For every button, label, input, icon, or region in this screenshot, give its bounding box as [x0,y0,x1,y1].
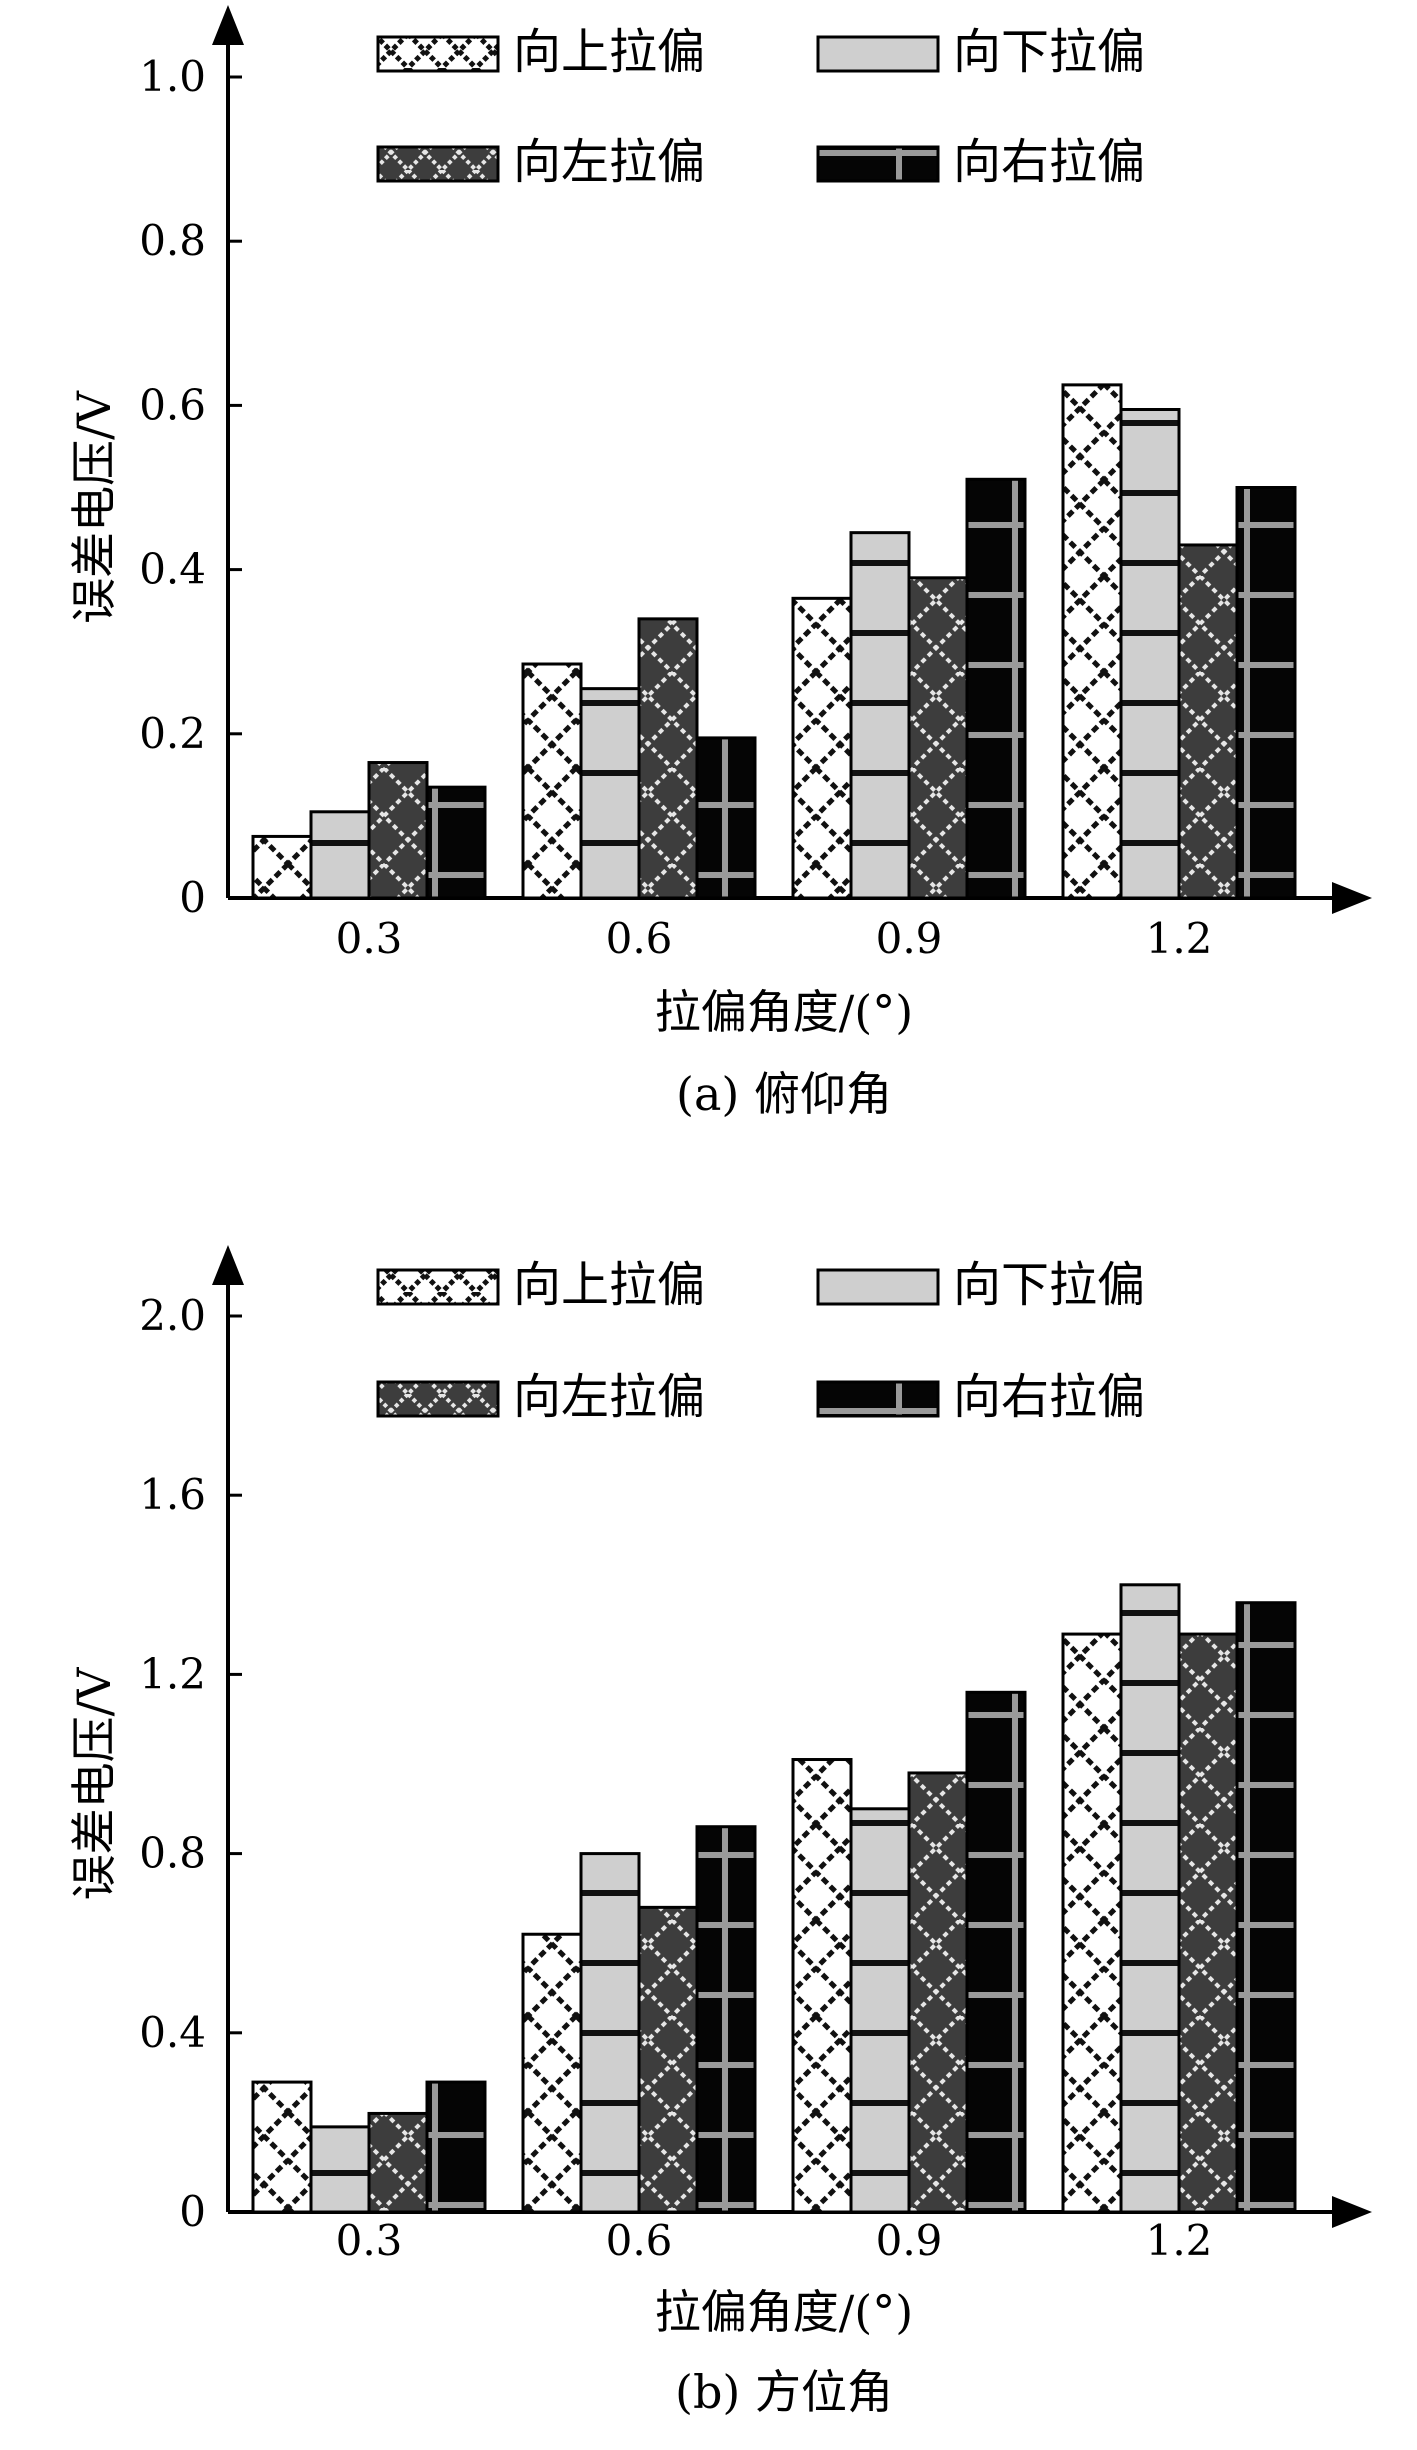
y-axis-arrow [212,1245,244,1285]
legend-swatch-0 [376,1268,500,1306]
bar-3-2 [965,477,1027,900]
bar-1-1 [579,1852,641,2214]
x-tick-label: 1.2 [1146,2216,1213,2265]
bar-0-2 [791,1758,853,2214]
x-axis-arrow [1332,882,1372,914]
bar-2-1 [637,617,699,900]
x-axis-label: 拉偏角度/(°) [655,2285,913,2339]
y-tick-label: 0.8 [139,216,206,265]
y-tick-label: 1.0 [139,52,206,101]
legend-label-2: 向左拉偏 [513,1369,705,1425]
x-tick-label: 1.2 [1146,914,1213,963]
bar-2-0 [367,2111,429,2214]
bar-1-0 [309,810,371,900]
y-tick-label: 1.2 [139,1649,206,1698]
bar-2-3 [1177,1632,1239,2214]
y-tick-label: 2.0 [139,1291,206,1340]
bar-3-2 [965,1690,1027,2214]
y-axis-arrow [212,5,244,45]
legend-label-1: 向下拉偏 [953,1257,1145,1313]
caption: (b) 方位角 [675,2365,893,2419]
y-tick-label: 0.2 [139,709,206,758]
bar-1-2 [849,1807,911,2214]
x-tick-label: 0.6 [606,2216,673,2265]
bar-3-3 [1235,1601,1297,2214]
bar-2-2 [907,576,969,900]
bar-2-0 [367,761,429,900]
bar-3-1 [695,1825,757,2214]
y-tick-label: 0.8 [139,1829,206,1878]
bar-1-3 [1119,1583,1181,2214]
y-tick-label: 0 [179,873,206,922]
legend-label-3: 向右拉偏 [953,1369,1145,1425]
bar-0-2 [791,596,853,900]
legend-swatch-0 [376,35,500,73]
bar-2-3 [1177,543,1239,900]
y-axis-label: 误差电压/V [67,1667,121,1900]
x-tick-label: 0.6 [606,914,673,963]
bar-0-0 [251,834,313,900]
legend-label-2: 向左拉偏 [513,134,705,190]
legend-label-0: 向上拉偏 [513,24,705,80]
chart-a: 0 0.2 0.4 0.6 0.8 1.0 0.3 0.6 0.9 1.2 拉偏角度/(°) 误差电压… [67,5,1372,1121]
bar-1-2 [849,531,911,900]
legend-label-3: 向右拉偏 [953,134,1145,190]
caption: (a) 俯仰角 [676,1067,892,1121]
bar-2-2 [907,1771,969,2214]
legend-swatch-1 [816,1268,940,1306]
x-tick-label: 0.9 [876,914,943,963]
bar-3-3 [1235,486,1297,900]
x-axis-arrow [1332,2196,1372,2228]
bar-0-3 [1061,1632,1123,2214]
legend-swatch-3 [816,1380,940,1418]
bar-0-1 [521,1932,583,2214]
bar-3-0 [425,785,487,900]
bar-1-1 [579,687,641,900]
y-tick-label: 1.6 [139,1470,206,1519]
bar-2-1 [637,1905,699,2214]
chart-b: 0 0.4 0.8 1.2 1.6 2.0 0.3 0.6 0.9 1.2 拉偏角度/(°) 误差电压… [67,1245,1372,2419]
legend-label-0: 向上拉偏 [513,1257,705,1313]
x-axis-label: 拉偏角度/(°) [655,985,913,1039]
bar-3-1 [695,736,757,900]
y-tick-label: 0.6 [139,380,206,429]
legend-swatch-2 [376,145,500,183]
bar-0-3 [1061,383,1123,900]
y-tick-label: 0.4 [139,2008,206,2057]
bar-1-3 [1119,408,1181,900]
legend-swatch-1 [816,35,940,73]
legend-label-1: 向下拉偏 [953,24,1145,80]
legend-swatch-2 [376,1380,500,1418]
x-tick-label: 0.3 [336,914,403,963]
bar-0-0 [251,2080,313,2214]
legend-swatch-3 [816,145,940,183]
y-tick-label: 0 [179,2187,206,2236]
bar-0-1 [521,662,583,900]
bar-1-0 [309,2125,371,2214]
bar-3-0 [425,2080,487,2214]
y-tick-label: 0.4 [139,545,206,594]
y-axis-label: 误差电压/V [67,390,121,623]
x-tick-label: 0.3 [336,2216,403,2265]
x-tick-label: 0.9 [876,2216,943,2265]
